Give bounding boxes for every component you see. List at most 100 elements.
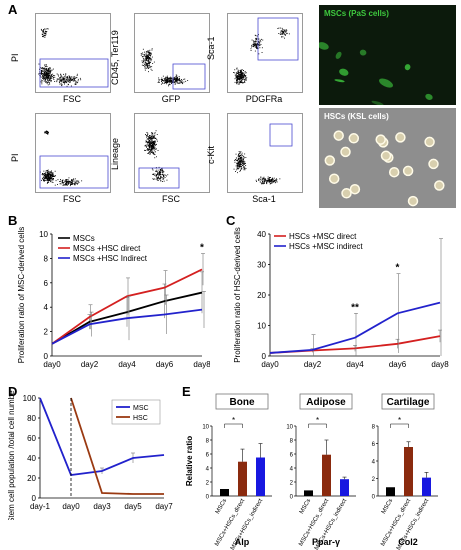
cytometry-event [168, 84, 170, 86]
cytometry-event [154, 132, 156, 134]
fluorescent-cell [339, 68, 349, 76]
cytometry-event [42, 178, 44, 180]
cytometry-event [286, 33, 288, 35]
cytometry-event [152, 143, 154, 145]
cytometry-event [260, 44, 262, 45]
cytometry-event [242, 159, 244, 161]
cytometry-event [256, 48, 258, 50]
cytometry-event [166, 79, 168, 81]
x-tick-label: day3 [93, 502, 111, 511]
cytometry-event [40, 81, 42, 83]
cytometry-event [236, 67, 238, 69]
cytometry-event [241, 160, 243, 162]
cytometry-event [144, 63, 146, 65]
cytometry-event [149, 54, 150, 56]
cytometry-event [243, 159, 244, 161]
cytometry-event [263, 180, 265, 181]
cytometry-event [175, 74, 177, 76]
cytometry-event [148, 62, 150, 64]
cytometry-event [163, 176, 164, 177]
cytometry-event [158, 82, 160, 83]
cytometry-event [146, 149, 148, 151]
flow-3-ylabel: Sca-1 [206, 36, 216, 60]
cytometry-event [256, 47, 258, 49]
cytometry-event [174, 80, 176, 82]
cytometry-event [48, 177, 50, 178]
cytometry-event [61, 76, 63, 78]
cytometry-event [158, 77, 160, 79]
cytometry-event [237, 76, 239, 78]
cytometry-event [149, 62, 151, 64]
cytometry-event [240, 69, 242, 71]
gate-box [39, 155, 109, 189]
cytometry-event [50, 174, 52, 176]
cytometry-event [167, 80, 169, 82]
cytometry-event [151, 140, 153, 142]
cytometry-event [49, 82, 50, 84]
cytometry-event [46, 182, 48, 184]
cytometry-event [174, 83, 176, 85]
cytometry-event [41, 67, 43, 69]
cytometry-event [153, 145, 155, 147]
cytometry-event [159, 171, 160, 173]
cytometry-event [167, 78, 168, 80]
cytometry-event [165, 79, 167, 81]
cytometry-event [69, 181, 71, 183]
cytometry-event [240, 78, 242, 79]
cytometry-event [242, 72, 244, 74]
cytometry-event [238, 72, 239, 74]
cytometry-event [150, 145, 152, 146]
cytometry-event [149, 144, 151, 146]
cytometry-event [49, 180, 51, 182]
cytometry-event [146, 141, 148, 143]
cytometry-event [149, 142, 151, 144]
cytometry-event [48, 171, 50, 172]
flow-4-ylabel: PI [10, 153, 20, 162]
cytometry-event [60, 80, 62, 81]
cytometry-event [151, 137, 152, 139]
cytometry-event [255, 44, 257, 46]
cytometry-event [153, 152, 155, 154]
cytometry-event [45, 179, 47, 181]
cytometry-event [236, 80, 238, 82]
cytometry-event [62, 77, 64, 79]
cytometry-event [151, 135, 153, 137]
panel-label-a: A [8, 2, 18, 17]
y-tick-label: 4 [206, 467, 210, 473]
cytometry-event [61, 85, 63, 87]
hsc-image-title: HSCs (KSL cells) [324, 112, 389, 121]
cytometry-event [176, 81, 178, 83]
cytometry-event [56, 78, 58, 80]
cytometry-event [169, 81, 170, 82]
cytometry-event [63, 80, 65, 82]
fluorescent-cell [371, 100, 384, 105]
cytometry-event [67, 80, 69, 82]
cytometry-event [65, 179, 67, 180]
cytometry-event [171, 83, 172, 84]
cytometry-event [141, 60, 143, 62]
cytometry-event [145, 141, 147, 143]
cytometry-event [53, 176, 55, 177]
cytometry-event [47, 82, 48, 83]
cytometry-event [234, 161, 236, 163]
cytometry-event [69, 181, 71, 182]
cytometry-event [46, 178, 48, 180]
cytometry-event [241, 72, 243, 73]
cytometry-event [43, 30, 44, 32]
cytometry-event [261, 38, 262, 40]
cytometry-event [254, 43, 255, 45]
cytometry-event [239, 166, 241, 168]
cytometry-event [261, 183, 263, 185]
cytometry-event [239, 76, 241, 77]
cytometry-event [151, 143, 153, 145]
cytometry-event [260, 176, 262, 178]
cytometry-event [72, 183, 73, 185]
cytometry-event [46, 74, 48, 76]
cytometry-event [64, 78, 66, 80]
cytometry-event [59, 80, 61, 82]
cytometry-event [174, 77, 176, 79]
y-tick-label: 4 [44, 303, 49, 312]
cytometry-event [245, 76, 247, 77]
hsc-cell [407, 195, 419, 207]
cytometry-event [280, 27, 282, 29]
